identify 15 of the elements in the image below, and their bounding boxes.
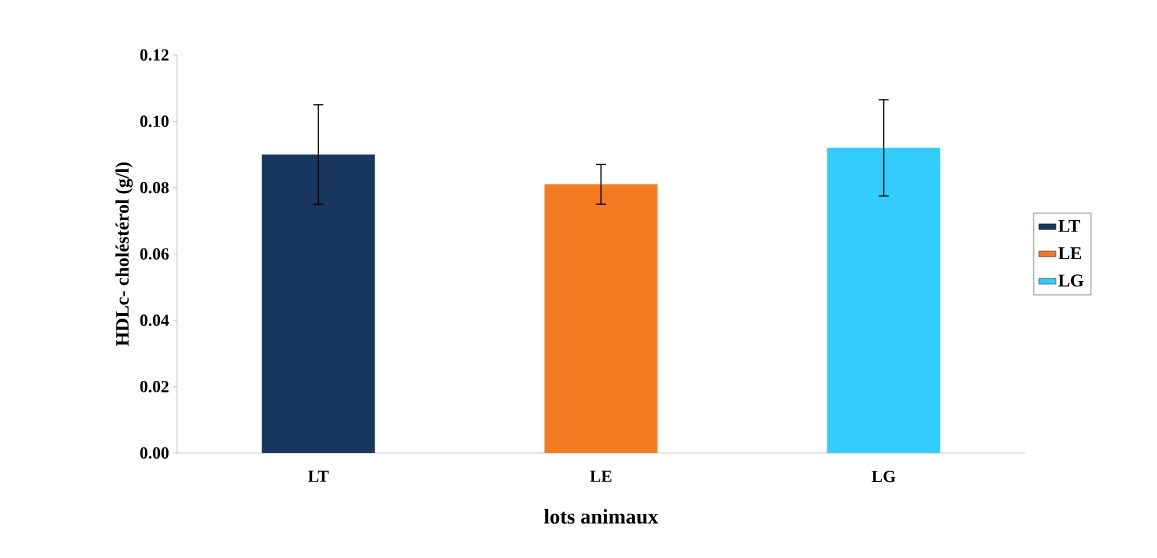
x-tick-label: LG: [871, 470, 896, 483]
x-tick-label: LT: [308, 470, 329, 482]
y-tick-label: 0.04: [140, 314, 169, 327]
y-tick-label: 0.00: [140, 447, 169, 459]
y-tick-label: 0.08: [140, 181, 169, 194]
x-tick-label: LE: [590, 470, 612, 482]
x-axis-title: lots animaux: [544, 508, 659, 524]
y-tick-label: 0.02: [140, 380, 169, 393]
y-axis-title: HDLc- choléstérol (g/l): [115, 162, 133, 346]
legend-label: LT: [1058, 220, 1081, 232]
y-tick-label: 0.06: [140, 248, 169, 260]
legend-label: LG: [1058, 274, 1084, 287]
y-tick-label: 0.12: [140, 49, 169, 61]
y-tick-label: 0.10: [140, 115, 169, 128]
legend-label: LE: [1058, 247, 1082, 260]
